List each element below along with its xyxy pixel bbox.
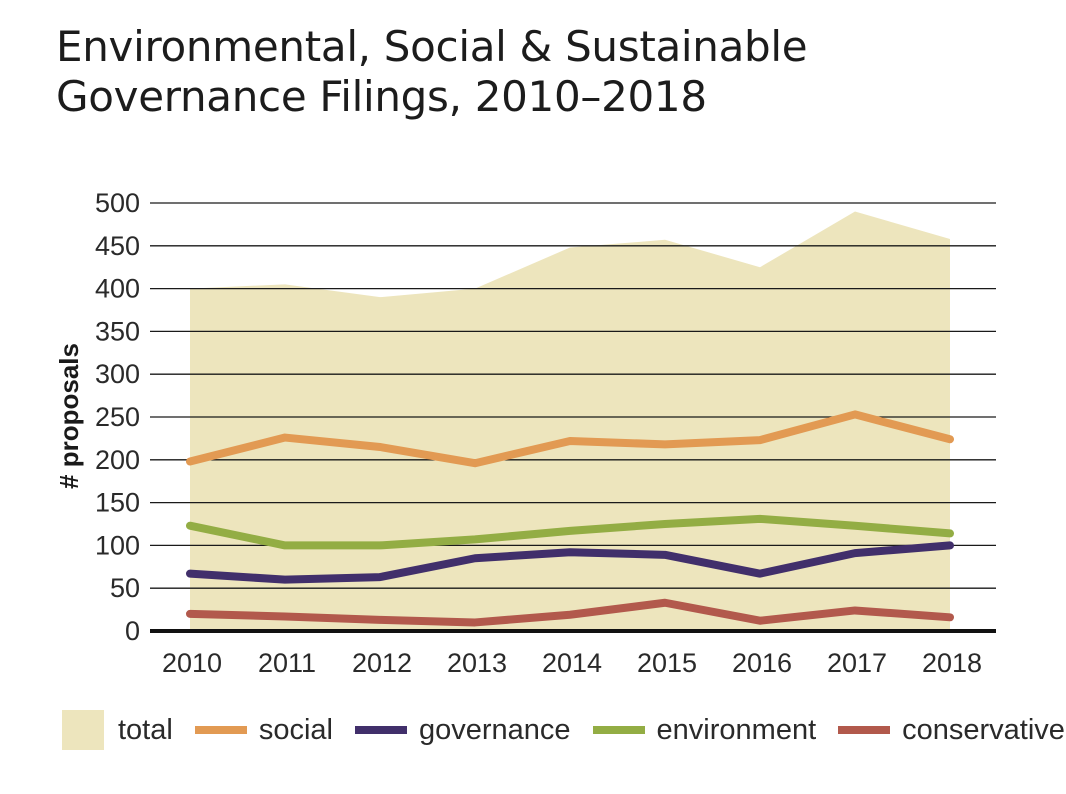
- legend-label-environment: environment: [656, 713, 817, 746]
- series-line-environment: [186, 514, 954, 550]
- chart-legend: total social governance environment conserva…: [62, 708, 1066, 752]
- x-tick-label-2010: 2010: [162, 648, 222, 678]
- y-tick-label-200: 200: [95, 445, 140, 475]
- y-tick-label-150: 150: [95, 488, 140, 518]
- chart-title-line-1: Environmental, Social & Sustainable: [56, 22, 808, 71]
- x-tick-label-2016: 2016: [732, 648, 792, 678]
- y-tick-label-100: 100: [95, 530, 140, 560]
- x-tick-label-2017: 2017: [827, 648, 887, 678]
- x-axis-ticks: 2010 2011 2012 2013 2014 2015 2016 2017 2018: [162, 648, 982, 678]
- y-tick-label-0: 0: [125, 616, 140, 646]
- y-tick-label-250: 250: [95, 402, 140, 432]
- legend-item-environment: environment: [592, 713, 817, 747]
- legend-swatch-total: [62, 710, 104, 750]
- series-area-total: [190, 211, 950, 631]
- series-lines: [186, 410, 954, 627]
- x-tick-label-2011: 2011: [258, 648, 316, 678]
- y-tick-label-400: 400: [95, 274, 140, 304]
- total-area-layer: [190, 211, 950, 631]
- legend-swatch-social: [194, 726, 247, 734]
- legend-swatch-conservative: [838, 726, 891, 734]
- legend-swatch-governance: [354, 726, 407, 734]
- x-tick-label-2012: 2012: [352, 648, 412, 678]
- y-tick-label-350: 350: [95, 316, 140, 346]
- legend-item-governance: governance: [354, 713, 571, 747]
- y-axis-ticks: 0 50 100 150 200 250 300 350 400 450 500: [95, 188, 140, 646]
- y-tick-label-50: 50: [110, 573, 140, 603]
- x-tick-label-2013: 2013: [447, 648, 507, 678]
- series-line-conservative: [186, 598, 954, 627]
- y-tick-label-450: 450: [95, 231, 140, 261]
- chart-title-line-2: Governance Filings, 2010–2018: [56, 72, 707, 121]
- legend-swatch-environment: [592, 726, 645, 734]
- series-line-social: [186, 410, 954, 468]
- legend-item-social: social: [194, 713, 333, 747]
- series-line-governance: [186, 541, 954, 584]
- legend-label-conservative: conservative: [902, 713, 1065, 746]
- legend-item-conservative: conservative: [838, 714, 1065, 747]
- x-tick-label-2018: 2018: [922, 648, 982, 678]
- legend-label-social: social: [258, 713, 333, 746]
- chart-title: Environmental, Social & Sustainable Gove…: [56, 22, 1036, 122]
- y-tick-label-500: 500: [95, 188, 140, 218]
- legend-item-total: total: [62, 710, 173, 750]
- legend-label-total: total: [118, 713, 173, 746]
- y-axis-label: # proposals: [54, 343, 84, 489]
- legend-label-governance: governance: [418, 713, 571, 746]
- y-tick-label-300: 300: [95, 359, 140, 389]
- x-tick-label-2015: 2015: [637, 648, 697, 678]
- x-tick-label-2014: 2014: [542, 648, 602, 678]
